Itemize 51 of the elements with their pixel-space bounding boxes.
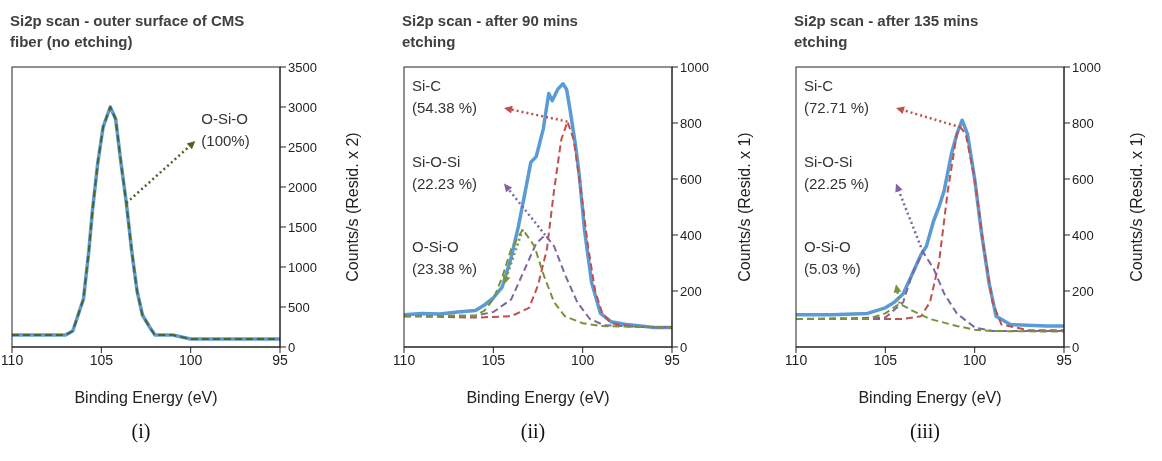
- annotation: O-Si-O (100%): [201, 109, 250, 151]
- x-tick-label: 110: [784, 351, 808, 368]
- x-axis-title: Binding Energy (eV): [858, 389, 1002, 406]
- text: (iii): [909, 420, 941, 443]
- x-tick-label: 100: [178, 351, 203, 368]
- y-tick-label: 3500: [288, 59, 317, 75]
- x-tick-label: 95: [1056, 351, 1072, 368]
- y-tick-label: 1000: [288, 259, 317, 275]
- annotation: Si-C (72.71 %): [804, 76, 870, 118]
- annotation: O-Si-O (5.03 %): [804, 237, 861, 280]
- x-tick-label: 100: [570, 351, 595, 368]
- y-tick-label: 2000: [288, 179, 317, 195]
- x-tick-label: 105: [873, 351, 898, 368]
- y-tick-label: 1500: [288, 219, 317, 235]
- chart-title: Si2p scan - after 135 mins etching: [794, 11, 980, 52]
- y-tick-label: 3000: [288, 99, 317, 115]
- x-axis-title: Binding Energy (eV): [466, 389, 610, 406]
- annotation: O-Si-O (23.38 %): [412, 237, 478, 280]
- y-tick-label: 500: [288, 299, 310, 315]
- y-tick-label: 0: [680, 339, 688, 355]
- y-tick-label: 600: [1072, 171, 1094, 187]
- annotation: Si-O-Si (22.25 %): [804, 151, 870, 194]
- x-tick-label: 110: [392, 351, 416, 368]
- y-axis-title: Counts/s (Resid. x 1): [736, 132, 753, 282]
- y-tick-label: 0: [1072, 339, 1080, 355]
- y-tick-label: 1000: [1072, 59, 1101, 75]
- annotation: Si-O-Si (22.23 %): [412, 151, 478, 194]
- x-axis-title: Binding Energy (eV): [74, 389, 218, 406]
- x-tick-label: 105: [89, 351, 114, 368]
- x-tick-label: 95: [272, 351, 288, 368]
- x-tick-label: 100: [962, 351, 987, 368]
- chart-title: Si2p scan - after 90 mins etching: [402, 11, 579, 52]
- x-tick-label: 105: [481, 351, 506, 368]
- y-tick-label: 0: [288, 339, 296, 355]
- y-tick-label: 2500: [288, 139, 317, 155]
- y-axis-title: Counts/s (Resid. x 2): [344, 132, 361, 282]
- y-tick-label: 400: [680, 227, 702, 243]
- x-tick-label: 110: [0, 351, 24, 368]
- chart-title: Si2p scan - outer surface of CMS fiber (no etching): [10, 11, 246, 52]
- y-tick-label: 200: [680, 283, 702, 299]
- annotation: Si-C (54.38 %): [412, 76, 478, 118]
- y-tick-label: 600: [680, 171, 702, 187]
- y-tick-label: 1000: [680, 59, 709, 75]
- x-tick-label: 95: [664, 351, 680, 368]
- y-tick-label: 800: [680, 115, 702, 131]
- text: (ii): [519, 420, 547, 443]
- y-tick-label: 400: [1072, 227, 1094, 243]
- text: (i): [130, 420, 152, 443]
- y-tick-label: 200: [1072, 283, 1094, 299]
- y-axis-title: Counts/s (Resid. x 1): [1128, 132, 1145, 282]
- y-tick-label: 800: [1072, 115, 1094, 131]
